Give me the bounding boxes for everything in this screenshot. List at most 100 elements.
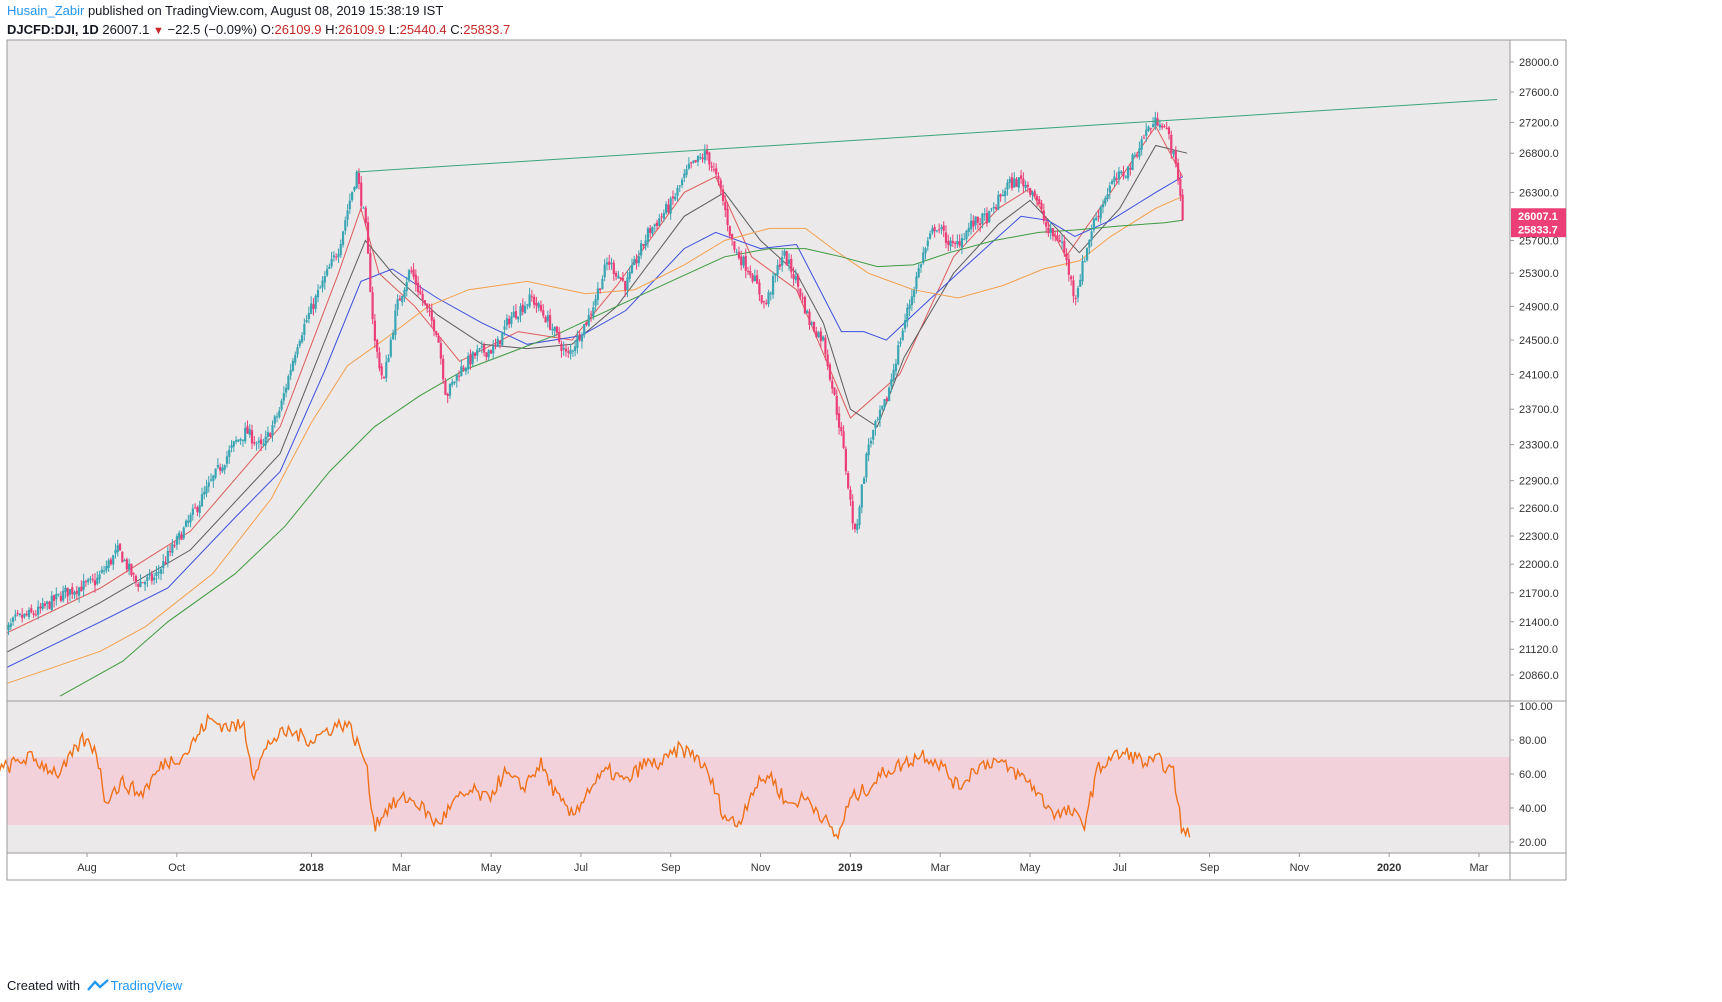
- candle-body: [783, 250, 786, 256]
- candle-body: [282, 393, 285, 401]
- candle-body: [544, 317, 547, 323]
- candle-body: [50, 595, 53, 610]
- candle-body: [733, 241, 736, 250]
- candle-body: [1122, 171, 1125, 177]
- candle-body: [933, 226, 936, 232]
- candle-body: [903, 320, 907, 329]
- candle-body: [938, 229, 941, 231]
- candle-body: [762, 301, 766, 303]
- candle-body: [307, 313, 310, 319]
- candle-body: [867, 444, 870, 456]
- candle-body: [740, 256, 743, 266]
- candle-body: [421, 293, 424, 301]
- candle-body: [1019, 175, 1023, 179]
- rsi-tick-label: 60.00: [1519, 769, 1547, 781]
- candle-body: [332, 255, 336, 258]
- candle-body: [89, 578, 92, 580]
- candle-body: [357, 172, 361, 184]
- candle-body: [1158, 124, 1161, 128]
- candle-body: [52, 595, 56, 601]
- candle-body: [1004, 190, 1007, 197]
- candle-body: [296, 347, 299, 355]
- candle-body: [512, 311, 515, 318]
- candle-body: [75, 590, 78, 594]
- candle-body: [928, 233, 932, 239]
- symbol-name[interactable]: DJCFD:DJI, 1D: [7, 22, 99, 37]
- candle-body: [630, 264, 634, 273]
- author-link[interactable]: Husain_Zabir: [7, 3, 85, 18]
- candle-body: [487, 350, 490, 358]
- time-tick-label: 2019: [838, 862, 862, 874]
- candle-body: [1174, 150, 1177, 165]
- resistance-trendline[interactable]: [356, 99, 1497, 173]
- candle-body: [196, 507, 199, 512]
- candle-body: [164, 562, 167, 564]
- candle-body: [1083, 261, 1086, 263]
- candle-body: [603, 264, 606, 278]
- candle-body: [851, 501, 854, 524]
- price-label-box: [1511, 222, 1566, 238]
- tradingview-brand-link[interactable]: TradingView: [110, 978, 183, 993]
- candle-body: [153, 577, 156, 581]
- candle-body: [796, 275, 800, 287]
- candle-body: [974, 216, 977, 226]
- candle-body: [80, 586, 83, 592]
- candle-body: [1099, 206, 1102, 219]
- price-tick-label: 22600.0: [1519, 503, 1559, 515]
- candle-body: [3, 632, 5, 644]
- candle-body: [105, 565, 108, 571]
- candle-body: [935, 230, 938, 232]
- candle-body: [412, 269, 415, 277]
- candle-body: [626, 277, 629, 290]
- candle-body: [919, 264, 923, 268]
- candle-body: [678, 185, 681, 187]
- candle-body: [815, 331, 818, 337]
- candle-body: [1138, 148, 1141, 157]
- rsi-pane: [0, 701, 1510, 853]
- candle-body: [617, 275, 620, 279]
- candle-body: [148, 573, 151, 576]
- candle-body: [439, 343, 442, 359]
- candle-body: [1047, 227, 1050, 234]
- candle-body: [364, 207, 367, 224]
- candle-body: [1065, 253, 1068, 261]
- candle-body: [746, 271, 750, 273]
- candle-body: [216, 465, 219, 468]
- candle-body: [298, 340, 301, 346]
- candle-body: [376, 339, 379, 352]
- candle-body: [1170, 134, 1173, 153]
- candle-body: [1076, 287, 1080, 298]
- candle-body: [835, 396, 838, 415]
- candle-body: [394, 310, 397, 335]
- candle-body: [944, 232, 948, 243]
- candle-body: [455, 374, 458, 381]
- candle-body: [976, 216, 979, 223]
- candle-body: [1049, 228, 1052, 233]
- candle-body: [564, 348, 568, 352]
- candle-body: [587, 315, 590, 326]
- candle-body: [339, 243, 342, 256]
- candle-body: [674, 196, 677, 200]
- candle-body: [1090, 231, 1093, 240]
- candle-body: [646, 228, 650, 242]
- price-label-box: [1511, 208, 1566, 224]
- candle-body: [121, 551, 124, 563]
- price-tick-label: 26800.0: [1519, 148, 1559, 160]
- rsi-line: [0, 713, 1191, 841]
- candle-body: [724, 201, 727, 211]
- candle-body: [1, 640, 3, 645]
- candle-body: [16, 612, 19, 614]
- candle-body: [954, 242, 957, 245]
- candle-body: [817, 332, 820, 338]
- price-tick-label: 25300.0: [1519, 268, 1559, 280]
- candle-body: [355, 172, 358, 189]
- candle-body: [39, 606, 42, 609]
- candle-body: [555, 326, 559, 333]
- time-tick-label: May: [1020, 862, 1041, 874]
- candle-body: [1095, 217, 1098, 221]
- price-tick-label: 27200.0: [1519, 117, 1559, 129]
- candle-body: [692, 160, 695, 163]
- candle-body: [1067, 259, 1070, 275]
- candle-body: [683, 173, 686, 178]
